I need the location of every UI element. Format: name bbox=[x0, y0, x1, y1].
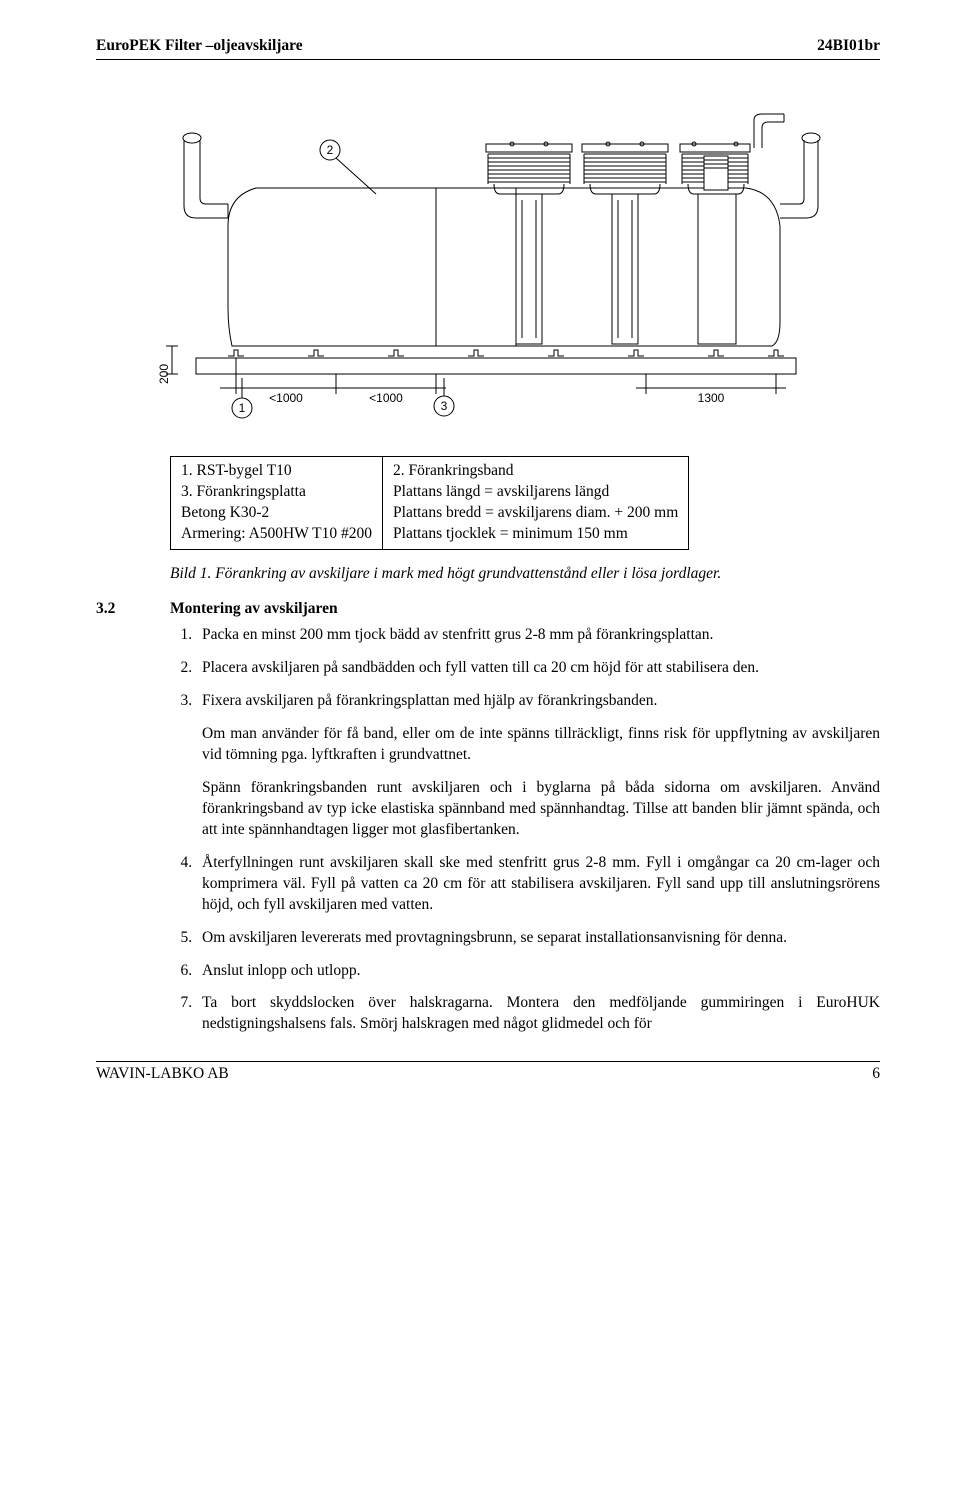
spec-table: 1. RST-bygel T10 3. Förankringsplatta Be… bbox=[170, 456, 689, 550]
list-item: Återfyllningen runt avskiljaren skall sk… bbox=[196, 853, 880, 916]
spec-right-cell: 2. Förankringsband Plattans längd = avsk… bbox=[383, 456, 689, 549]
header-rule bbox=[96, 59, 880, 60]
item-text: Om man använder för få band, eller om de… bbox=[202, 724, 880, 766]
spec-left-cell: 1. RST-bygel T10 3. Förankringsplatta Be… bbox=[171, 456, 383, 549]
spec-r4: Plattans tjocklek = minimum 150 mm bbox=[393, 525, 628, 542]
spec-l1: 1. RST-bygel T10 bbox=[181, 462, 292, 479]
spec-l4: Armering: A500HW T10 #200 bbox=[181, 525, 372, 542]
dim-200: 200 bbox=[157, 364, 171, 384]
dim-1000a: <1000 bbox=[269, 391, 303, 405]
figure-caption: Bild 1. Förankring av avskiljare i mark … bbox=[170, 564, 880, 585]
item-text: Återfyllningen runt avskiljaren skall sk… bbox=[202, 853, 880, 916]
list-item: Placera avskiljaren på sandbädden och fy… bbox=[196, 658, 880, 679]
spec-r1: 2. Förankringsband bbox=[393, 462, 514, 479]
page: EuroPEK Filter –oljeavskiljare 24BI01br bbox=[0, 0, 960, 1487]
diagram-svg: 200 <1000 <1000 1300 1 2 3 bbox=[136, 78, 836, 438]
item-text: Packa en minst 200 mm tjock bädd av sten… bbox=[202, 625, 880, 646]
technical-diagram: 200 <1000 <1000 1300 1 2 3 bbox=[136, 78, 880, 438]
spec-r2: Plattans längd = avskiljarens längd bbox=[393, 483, 609, 500]
list-item: Fixera avskiljaren på förankringsplattan… bbox=[196, 691, 880, 841]
instruction-list: Packa en minst 200 mm tjock bädd av sten… bbox=[170, 625, 880, 1035]
list-item: Anslut inlopp och utlopp. bbox=[196, 961, 880, 982]
spec-r3: Plattans bredd = avskiljarens diam. + 20… bbox=[393, 504, 678, 521]
header-right: 24BI01br bbox=[817, 36, 880, 57]
dim-1000b: <1000 bbox=[369, 391, 403, 405]
item-text: Om avskiljaren levererats med provtagnin… bbox=[202, 928, 880, 949]
item-text: Anslut inlopp och utlopp. bbox=[202, 961, 880, 982]
callout-3: 3 bbox=[441, 399, 448, 413]
list-item: Packa en minst 200 mm tjock bädd av sten… bbox=[196, 625, 880, 646]
item-text: Placera avskiljaren på sandbädden och fy… bbox=[202, 658, 880, 679]
section-number: 3.2 bbox=[96, 599, 170, 620]
callout-2: 2 bbox=[327, 143, 334, 157]
list-item: Ta bort skyddslocken över halskragarna. … bbox=[196, 993, 880, 1035]
spec-l3: Betong K30-2 bbox=[181, 504, 269, 521]
page-header: EuroPEK Filter –oljeavskiljare 24BI01br bbox=[96, 36, 880, 57]
footer-left: WAVIN-LABKO AB bbox=[96, 1064, 229, 1085]
header-left: EuroPEK Filter –oljeavskiljare bbox=[96, 36, 303, 57]
item-text: Spänn förankringsbanden runt avskiljaren… bbox=[202, 778, 880, 841]
footer-rule bbox=[96, 1061, 880, 1062]
footer-right: 6 bbox=[872, 1064, 880, 1085]
item-text: Fixera avskiljaren på förankringsplattan… bbox=[202, 691, 880, 712]
spec-l2: 3. Förankringsplatta bbox=[181, 483, 306, 500]
section-title: Montering av avskiljaren bbox=[170, 599, 338, 620]
section-heading: 3.2 Montering av avskiljaren bbox=[96, 599, 880, 620]
list-item: Om avskiljaren levererats med provtagnin… bbox=[196, 928, 880, 949]
page-footer: WAVIN-LABKO AB 6 bbox=[96, 1064, 880, 1085]
dim-1300: 1300 bbox=[698, 391, 725, 405]
item-text: Ta bort skyddslocken över halskragarna. … bbox=[202, 993, 880, 1035]
callout-1: 1 bbox=[239, 401, 246, 415]
